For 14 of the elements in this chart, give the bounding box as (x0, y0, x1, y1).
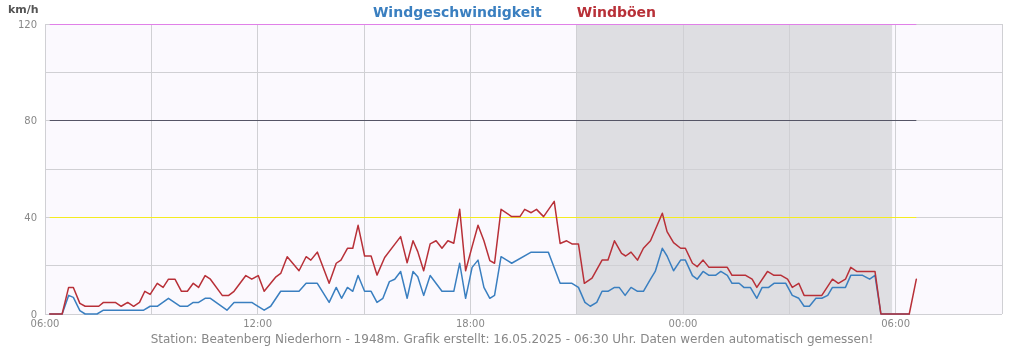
y-tick-label: 80 (24, 115, 37, 127)
text: Station: Beatenberg Niederhorn - 1948m. Grafik erstellt: 16.05.2025 - 06:30 Uhr. Daten werden automatisch gemessen! (150, 332, 874, 346)
y-axis-title: km/h (8, 3, 39, 16)
text: Windböen (576, 4, 657, 20)
x-tick-label: 06:00 (881, 317, 911, 329)
line-series (48, 200, 918, 315)
y-tick-label: 120 (17, 18, 37, 30)
x-tick-label: 18:00 (455, 317, 485, 329)
y-tick-label: 40 (24, 211, 37, 223)
x-tick-label: 06:00 (30, 317, 60, 329)
text: Windgeschwindigkeit (372, 4, 543, 20)
x-tick-label: 12:00 (243, 317, 273, 329)
y-tick-label: 0 (30, 308, 37, 320)
x-tick-label: 00:00 (668, 317, 698, 329)
